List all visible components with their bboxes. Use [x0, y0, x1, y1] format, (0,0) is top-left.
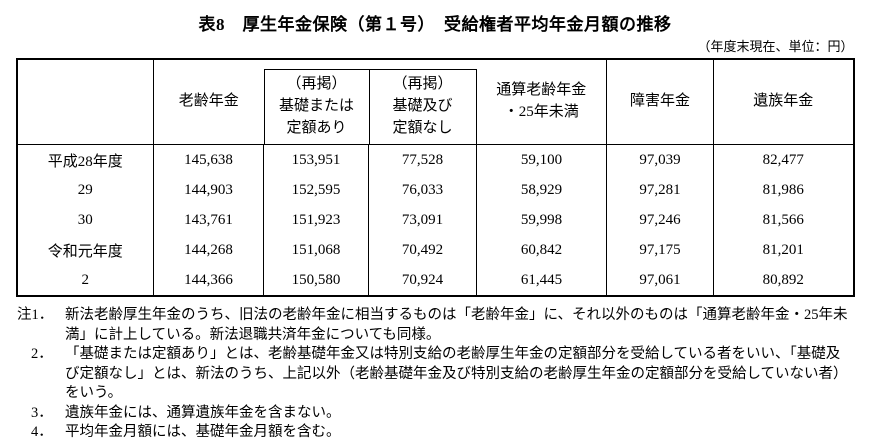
table-cell: 97,246 [606, 205, 714, 235]
table-cell: 81,201 [713, 235, 854, 265]
footnote-1: 注1． 新法老齢厚生年金のうち、旧法の老齢年金に相当するものは「老齢年金」に、そ… [17, 306, 853, 345]
table-cell: 77,528 [368, 144, 477, 175]
col-header-disability-pension: 障害年金 [606, 59, 714, 145]
table-row: 29 144,903 152,595 76,033 58,929 97,281 … [17, 175, 854, 205]
row-label: 2 [81, 271, 90, 288]
table-row: 2 144,366 150,580 70,924 61,445 97,061 8… [17, 265, 854, 296]
table-cell: 144,903 [153, 175, 264, 205]
table-cell: 81,566 [713, 205, 854, 235]
footnote-number: 注1． [17, 307, 54, 323]
unit-note: （年度末現在、単位：円） [697, 39, 854, 54]
table-cell: 97,175 [606, 235, 714, 265]
table-cell: 59,100 [476, 144, 607, 175]
corner-cell [16, 59, 154, 145]
table-cell: 150,580 [263, 265, 369, 296]
table-cell: 76,033 [368, 175, 477, 205]
table-cell: 80,892 [713, 265, 854, 296]
col-header-label: 通算老齢年金 ・25年未満 [496, 82, 587, 120]
footnote-number: 4． [31, 424, 53, 438]
table-cell: 151,923 [263, 205, 369, 235]
table-cell: 70,492 [368, 235, 477, 265]
header-row: 老齢年金 （再掲） 基礎または 定額あり （再掲） 基礎及び 定額なし 通算老齢… [16, 59, 854, 145]
table-cell: 144,268 [153, 235, 264, 265]
col-header-old-age-pension: 老齢年金 [153, 59, 264, 145]
table-cell: 81,986 [713, 175, 854, 205]
table-cell: 70,924 [368, 265, 477, 296]
col-header-label: 老齢年金 [178, 93, 239, 110]
footnote-3: 3． 遺族年金には、通算遺族年金を含まない。 [17, 404, 853, 424]
table-cell: 153,951 [263, 144, 369, 175]
col-header-label: 遺族年金 [753, 93, 814, 110]
footnote-4: 4． 平均年金月額には、基礎年金月額を含む。 [17, 423, 853, 438]
footnote-text: 遺族年金には、通算遺族年金を含まない。 [65, 404, 341, 421]
table-row: 令和元年度 144,268 151,068 70,492 60,842 97,1… [17, 235, 854, 265]
footnote-2: 2． 「基礎または定額あり」とは、老齢基礎年金又は特別支給の老齢厚生年金の定額部… [17, 345, 853, 404]
table-cell: 60,842 [476, 235, 607, 265]
table-cell: 144,366 [153, 265, 264, 296]
col-header-label: 障害年金 [629, 93, 690, 110]
footnote-number: 2． [31, 346, 53, 363]
col-header-saikei-without-basic: （再掲） 基礎及び 定額なし [368, 59, 477, 145]
saikei-inset-box: （再掲） 基礎または 定額あり [263, 69, 369, 144]
table-row: 30 143,761 151,923 73,091 59,998 97,246 … [17, 205, 854, 235]
row-label: 平成28年度 [47, 153, 123, 170]
footnotes: 注1． 新法老齢厚生年金のうち、旧法の老齢年金に相当するものは「老齢年金」に、そ… [17, 306, 853, 438]
table-cell: 61,445 [476, 265, 607, 296]
col-header-label: （再掲） 基礎及び 定額なし [392, 76, 453, 136]
table-cell: 59,998 [476, 205, 607, 235]
footnote-text: 新法老齢厚生年金のうち、旧法の老齢年金に相当するものは「老齢年金」に、それ以外の… [65, 307, 848, 343]
row-label: 30 [77, 211, 93, 228]
footnote-text: 「基礎または定額あり」とは、老齢基礎年金又は特別支給の老齢厚生年金の定額部分を受… [65, 346, 848, 402]
col-header-saikei-with-basic: （再掲） 基礎または 定額あり [263, 59, 369, 145]
table-cell: 58,929 [476, 175, 607, 205]
footnote-number: 3． [31, 404, 53, 421]
table-cell: 152,595 [263, 175, 369, 205]
footnote-text: 平均年金月額には、基礎年金月額を含む。 [65, 424, 341, 438]
table-cell: 82,477 [713, 144, 854, 175]
page-title: 表8 厚生年金保険（第１号） 受給権者平均年金月額の推移 [198, 15, 672, 34]
table-cell: 97,281 [606, 175, 714, 205]
col-header-total-old-age-under-25y: 通算老齢年金 ・25年未満 [476, 59, 607, 145]
table-cell: 151,068 [263, 235, 369, 265]
row-label: 令和元年度 [47, 243, 123, 260]
table-row: 平成28年度 145,638 153,951 77,528 59,100 97,… [17, 144, 854, 175]
saikei-inset-box: （再掲） 基礎及び 定額なし [368, 69, 477, 144]
table-cell: 73,091 [368, 205, 477, 235]
table-cell: 145,638 [153, 144, 264, 175]
pension-table: 老齢年金 （再掲） 基礎または 定額あり （再掲） 基礎及び 定額なし 通算老齢… [15, 58, 855, 297]
table-cell: 143,761 [153, 205, 264, 235]
col-header-survivor-pension: 遺族年金 [713, 59, 854, 145]
col-header-label: （再掲） 基礎または 定額あり [278, 76, 354, 136]
table-cell: 97,039 [606, 144, 714, 175]
row-label: 29 [77, 181, 93, 198]
table-cell: 97,061 [606, 265, 714, 296]
